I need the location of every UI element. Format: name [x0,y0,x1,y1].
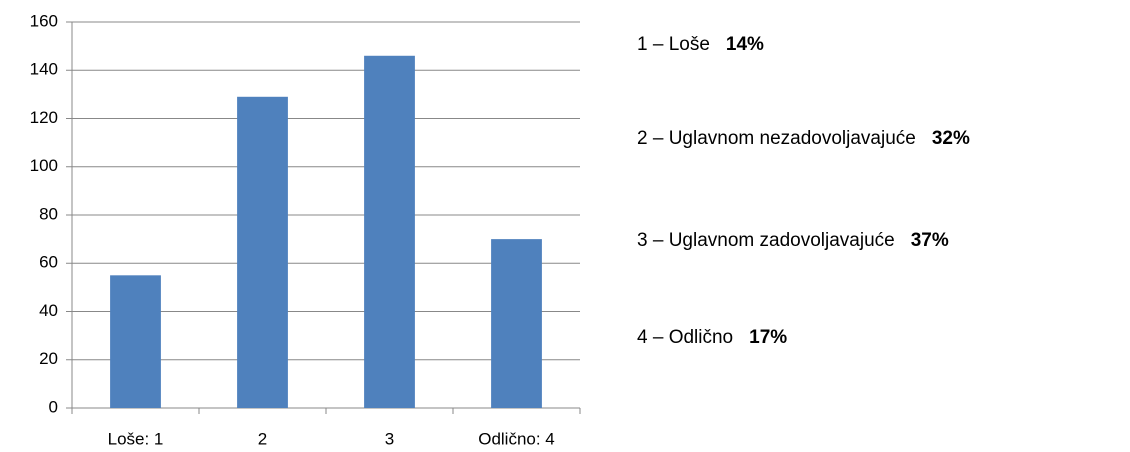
y-tick-label: 120 [30,108,58,127]
y-tick-label: 60 [39,253,58,272]
annotation-value: 17% [749,327,787,348]
y-tick-label: 0 [49,397,58,416]
x-tick-label: Loše: 1 [108,429,164,448]
annotation-text: 2 – Uglavnom nezadovoljavajuće [637,128,916,149]
annotation: 2 – Uglavnom nezadovoljavajuće 32% [637,128,970,149]
y-tick-label: 160 [30,11,58,30]
x-tick-label: 2 [258,429,267,448]
annotation-text: 3 – Uglavnom zadovoljavajuće [637,230,895,251]
annotation: 3 – Uglavnom zadovoljavajuće 37% [637,230,949,251]
annotation: 4 – Odlično 17% [637,327,787,348]
bar [491,239,542,408]
annotation-value: 14% [726,34,764,55]
annotation-value: 32% [932,128,970,149]
annotation-value: 37% [911,230,949,251]
bar [237,96,288,408]
y-tick-label: 20 [39,349,58,368]
annotation-text: 4 – Odlično [637,327,733,348]
annotation-text: 1 – Loše [637,34,710,55]
y-tick-label: 140 [30,60,58,79]
annotation: 1 – Loše 14% [637,34,764,55]
bar [364,55,415,409]
y-tick-label: 40 [39,301,58,320]
bar [110,275,161,408]
x-tick-label: 3 [385,429,394,448]
y-tick-label: 100 [30,156,58,175]
y-tick-label: 80 [39,204,58,223]
x-tick-label: Odlično: 4 [478,429,555,448]
